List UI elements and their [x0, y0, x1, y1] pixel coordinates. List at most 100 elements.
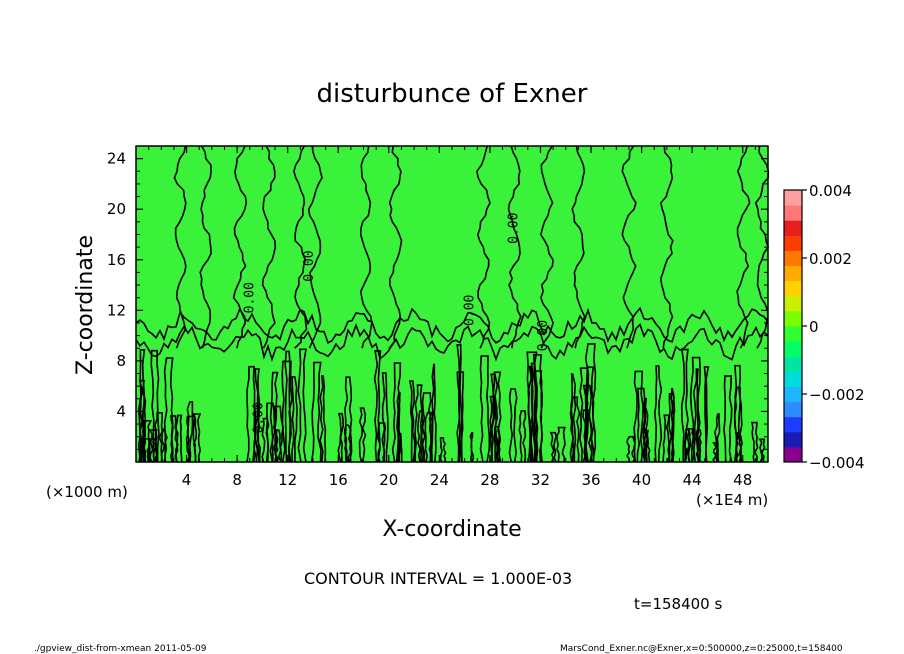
- contour-line: [150, 349, 160, 463]
- contour-line: [653, 365, 663, 463]
- contour-line: [695, 429, 702, 463]
- x-tick-label: 12: [278, 471, 297, 489]
- contour-line: [758, 438, 766, 463]
- contour-line: [686, 428, 695, 463]
- colorbar-tick-label: 0.002: [809, 250, 852, 268]
- contour-line: [530, 362, 538, 463]
- x-tick-label: 24: [430, 471, 449, 489]
- colorbar-swatch: [784, 250, 802, 267]
- contour-line: [291, 376, 298, 463]
- colorbar-swatch: [784, 371, 802, 387]
- colorbar: [784, 190, 802, 463]
- contour-line: [430, 363, 437, 463]
- chart-title: disturbunce of Exner: [317, 79, 588, 109]
- contour-line: [424, 411, 434, 463]
- contour-line: [141, 438, 152, 463]
- colorbar-swatch: [784, 401, 802, 418]
- contour-line: [680, 348, 689, 463]
- contour-line: [507, 145, 522, 349]
- contour-line: [549, 431, 558, 463]
- colorbar-tick-label: −0.004: [809, 454, 865, 472]
- contour-label: 0.00: [536, 320, 551, 351]
- contour-line: [439, 437, 447, 463]
- contour-line: [626, 435, 636, 463]
- colorbar-swatch: [784, 446, 802, 463]
- x-scale-note: (×1E4 m): [696, 491, 768, 509]
- y-tick-label: 24: [107, 150, 126, 168]
- contour-line: [668, 393, 676, 463]
- contour-line: [534, 370, 544, 463]
- contour-line: [527, 365, 534, 463]
- colorbar-swatch: [784, 416, 802, 433]
- contour-line: [192, 413, 202, 463]
- contour-line: [683, 428, 692, 463]
- contour-line: [570, 373, 577, 463]
- contour-label: 0.00: [251, 402, 266, 433]
- contour-line: [508, 388, 518, 463]
- colorbar-swatch: [784, 431, 802, 448]
- colorbar-swatch: [784, 235, 802, 251]
- contour-label: 0.00: [243, 282, 258, 313]
- contour-line: [319, 375, 327, 463]
- contour-line: [689, 356, 702, 463]
- contour-line: [307, 145, 323, 349]
- contour-line: [173, 145, 187, 349]
- contour-line: [584, 343, 597, 463]
- y-axis-label: Z-coordinate: [73, 235, 98, 375]
- contour-label: 0.00: [302, 250, 317, 281]
- x-tick-label: 20: [379, 471, 398, 489]
- colorbar-swatch: [784, 205, 802, 221]
- y-tick-label: 20: [107, 200, 126, 218]
- contour-line: [456, 344, 463, 463]
- contour-line: [479, 355, 491, 463]
- colorbar-tick-label: 0: [809, 318, 819, 336]
- contour-line: [569, 396, 581, 463]
- x-tick-label: 16: [329, 471, 348, 489]
- contour-line: [269, 371, 279, 463]
- contour-line: [476, 145, 491, 349]
- x-tick-label: 4: [182, 471, 192, 489]
- contour-label: 0.00: [507, 213, 522, 244]
- colorbar-swatch: [784, 341, 802, 357]
- contour-line: [751, 421, 759, 463]
- colorbar-swatch: [784, 326, 802, 342]
- contour-line: [621, 145, 637, 349]
- contour-line: [293, 145, 308, 349]
- x-tick-label: 8: [232, 471, 242, 489]
- contour-line: [692, 368, 700, 463]
- contour-label: 0.00: [463, 295, 478, 326]
- contour-line: [274, 429, 283, 463]
- y-tick-label: 8: [116, 352, 126, 370]
- colorbar-tick-label: −0.002: [809, 386, 865, 404]
- x-axis-ticks: 4 8 12 16 20 24 28 32 36 40 44 48: [148, 146, 756, 489]
- x-tick-label: 36: [581, 471, 600, 489]
- contour-line: [714, 413, 721, 463]
- contour-line: [539, 145, 555, 349]
- contour-line: [388, 145, 403, 349]
- contour-lines: [135, 145, 770, 463]
- contour-line: [163, 357, 174, 463]
- contour-line: [232, 145, 248, 349]
- x-tick-label: 32: [531, 471, 550, 489]
- colorbar-swatch: [784, 386, 802, 403]
- contour-line: [518, 410, 527, 463]
- time-text: t=158400 s: [634, 595, 722, 613]
- plot-area: [136, 146, 768, 462]
- footer-left: ./gpview_dist-from-xmean 2011-05-09: [34, 644, 207, 654]
- contour-line: [343, 424, 352, 463]
- contour-line: [526, 351, 538, 463]
- contour-line: [358, 407, 367, 463]
- contour-line: [723, 375, 733, 463]
- footer-right: MarsCond_Exner.nc@Exner,x=0:500000,z=0:2…: [560, 644, 843, 654]
- contour-line: [408, 380, 416, 463]
- colorbar-tick-label: 0.004: [809, 182, 852, 200]
- contour-line: [633, 370, 644, 463]
- contour-line: [137, 392, 146, 463]
- colorbar-swatch: [784, 190, 802, 206]
- x-unit-label: (×1000 m): [46, 483, 128, 501]
- contour-line: [186, 401, 194, 463]
- contour-labels: 0.00 0.00 0.00 0.00 0.00 0.00: [243, 213, 551, 434]
- y-tick-label: 16: [107, 251, 126, 269]
- y-tick-label: 4: [116, 402, 126, 420]
- contour-line: [252, 405, 261, 463]
